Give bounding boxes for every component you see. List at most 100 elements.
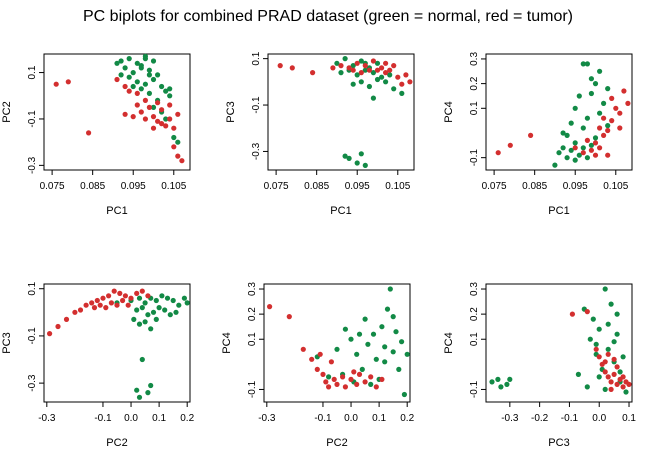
tumor-point: [130, 114, 136, 120]
normal-point: [153, 316, 159, 322]
normal-point: [580, 145, 586, 151]
normal-point: [601, 100, 607, 106]
tumor-point: [286, 314, 292, 320]
tumor-point: [331, 376, 337, 382]
normal-point: [390, 349, 396, 355]
tumor-point: [354, 381, 360, 387]
normal-point: [162, 307, 168, 313]
normal-point: [171, 134, 177, 141]
tumor-point: [83, 302, 89, 308]
y-axis-label: PC4: [443, 101, 455, 122]
normal-point: [130, 83, 136, 90]
tumor-point: [596, 354, 602, 360]
x-tick-label: -0.1: [561, 413, 579, 424]
tumor-point: [134, 90, 140, 96]
normal-point: [370, 331, 377, 337]
normal-point: [572, 140, 578, 146]
normal-point: [114, 60, 120, 66]
y-tick-label: 0.1: [251, 51, 262, 65]
tumor-point: [150, 125, 157, 131]
tumor-point: [611, 356, 617, 362]
x-tick-label: 0.2: [180, 413, 194, 424]
normal-point: [159, 293, 165, 299]
x-tick-label: -0.1: [94, 413, 112, 424]
y-tick-label: -0.1: [251, 96, 262, 114]
normal-point: [580, 125, 586, 131]
tumor-point: [53, 81, 59, 87]
tumor-point: [592, 140, 599, 146]
normal-point: [136, 321, 143, 327]
tumor-point: [597, 145, 603, 151]
tumor-point: [138, 109, 144, 115]
y-axis-label: PC2: [1, 101, 13, 122]
tumor-point: [617, 110, 623, 116]
x-axis-label: PC1: [106, 205, 127, 217]
tumor-point: [354, 60, 360, 66]
tumor-point: [620, 384, 626, 390]
tumor-point: [55, 323, 61, 330]
normal-point: [611, 339, 617, 345]
y-tick-label: 0.3: [469, 52, 480, 66]
tumor-point: [368, 374, 374, 380]
normal-point: [136, 295, 143, 301]
tumor-point: [47, 331, 53, 337]
y-tick-label: -0.3: [27, 374, 38, 392]
x-tick-label: 0.095: [345, 181, 370, 192]
normal-point: [580, 61, 586, 67]
normal-point: [620, 354, 626, 360]
tumor-point: [171, 144, 177, 150]
normal-point: [384, 306, 391, 312]
normal-point: [342, 153, 348, 159]
y-tick-label: 0.3: [469, 282, 480, 296]
x-tick-label: 0.085: [80, 181, 105, 192]
normal-point: [370, 70, 376, 76]
tumor-point: [134, 102, 140, 108]
normal-point: [401, 391, 407, 398]
normal-point: [348, 336, 354, 342]
y-tick-label: 0.1: [469, 101, 480, 115]
normal-point: [404, 351, 410, 357]
tumor-point: [592, 152, 599, 158]
normal-point: [568, 120, 574, 126]
x-tick-label: 0.105: [161, 181, 186, 192]
normal-point: [342, 326, 348, 332]
normal-point: [145, 312, 151, 318]
x-axis-label: PC2: [326, 437, 347, 449]
normal-point: [358, 58, 364, 64]
tumor-point: [155, 118, 161, 124]
tumor-point: [334, 381, 340, 387]
normal-point: [368, 381, 374, 387]
tumor-point: [584, 137, 591, 143]
x-tick-label: -0.2: [531, 413, 549, 424]
tumor-point: [128, 295, 134, 301]
tumor-point: [328, 359, 334, 365]
tumor-point: [387, 67, 393, 73]
tumor-point: [91, 305, 98, 311]
normal-point: [383, 79, 389, 85]
tumor-point: [495, 150, 501, 156]
normal-point: [134, 307, 140, 313]
normal-point: [350, 63, 356, 69]
y-tick-label: 0.1: [27, 281, 38, 295]
normal-point: [572, 105, 578, 111]
y-tick-label: -0.1: [27, 110, 38, 128]
tumor-point: [106, 293, 112, 299]
normal-point: [142, 319, 148, 325]
normal-point: [139, 356, 145, 363]
tumor-point: [580, 150, 586, 156]
normal-point: [602, 386, 608, 392]
tumor-point: [167, 116, 173, 122]
tumor-point: [370, 58, 376, 64]
tumor-point: [601, 132, 607, 138]
x-tick-label: 0.075: [40, 181, 65, 192]
x-axis-label: PC1: [548, 205, 569, 217]
y-tick-label: 0.2: [469, 76, 480, 90]
y-tick-label: -0.1: [247, 380, 258, 398]
y-tick-label: -0.1: [27, 327, 38, 345]
tumor-point: [175, 153, 181, 159]
normal-point: [590, 316, 596, 322]
tumor-point: [379, 376, 385, 382]
tumor-point: [117, 290, 123, 296]
normal-point: [390, 314, 396, 320]
y-axis-label: PC3: [1, 332, 13, 353]
